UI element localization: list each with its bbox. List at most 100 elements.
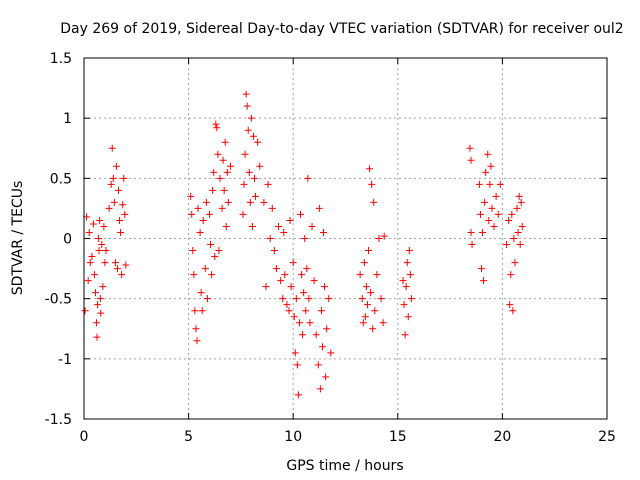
data-point (401, 331, 409, 339)
data-point (400, 301, 408, 309)
data-point (467, 156, 475, 164)
data-point (320, 228, 328, 236)
data-point (287, 283, 295, 291)
data-point (505, 216, 513, 224)
data-point (467, 228, 475, 236)
data-point (482, 168, 490, 176)
data-point (366, 165, 374, 173)
data-point (211, 253, 219, 261)
data-point (487, 162, 495, 170)
data-point (256, 162, 264, 170)
data-point (358, 295, 366, 303)
x-tick-label: 5 (184, 429, 193, 445)
data-point (90, 271, 98, 279)
data-point (191, 307, 199, 315)
data-point (208, 271, 216, 279)
data-point (88, 253, 96, 261)
data-point (249, 132, 257, 140)
data-point (223, 168, 231, 176)
data-point (375, 235, 383, 242)
data-point (268, 204, 276, 212)
data-point (201, 265, 209, 273)
data-point (89, 220, 97, 228)
data-point (279, 295, 287, 303)
data-point (112, 162, 120, 170)
data-point (260, 198, 268, 206)
data-point (485, 216, 493, 224)
data-point (480, 277, 488, 285)
data-points (81, 90, 526, 399)
data-point (96, 295, 104, 303)
y-tick-label: 1.5 (50, 51, 72, 67)
data-point (212, 120, 220, 128)
data-point (224, 198, 232, 206)
data-point (509, 307, 517, 315)
data-point (242, 90, 250, 98)
data-point (216, 174, 224, 182)
data-point (373, 271, 381, 279)
x-tick-label: 20 (493, 429, 511, 445)
data-point (95, 235, 103, 242)
data-point (362, 283, 370, 291)
data-point (322, 373, 330, 381)
data-point (517, 198, 525, 206)
data-point (111, 259, 119, 267)
y-axis-label: SDTVAR / TECUs (10, 181, 26, 296)
data-point (286, 216, 294, 224)
y-tick-label: -0.5 (45, 292, 72, 308)
data-point (317, 307, 325, 315)
data-point (475, 180, 483, 188)
data-point (117, 228, 125, 236)
data-point (515, 192, 523, 200)
data-point (316, 385, 324, 393)
data-point (511, 259, 519, 267)
data-point (367, 289, 375, 297)
data-point (356, 271, 364, 279)
data-point (325, 295, 333, 303)
data-point (406, 271, 414, 279)
data-point (371, 307, 379, 315)
data-point (198, 307, 206, 315)
data-point (218, 204, 226, 212)
data-point (210, 168, 218, 176)
data-point (240, 180, 248, 188)
data-point (300, 289, 308, 297)
data-point (254, 138, 262, 146)
data-point (314, 361, 322, 369)
data-point (377, 295, 385, 303)
data-point (248, 222, 256, 230)
data-point (359, 319, 367, 327)
data-point (298, 271, 306, 279)
data-point (118, 271, 126, 279)
data-point (506, 301, 514, 309)
data-point (81, 307, 89, 315)
x-axis-label: GPS time / hours (286, 458, 403, 474)
data-point (190, 271, 198, 279)
data-point (297, 210, 305, 218)
data-point (507, 271, 515, 279)
data-point (262, 283, 270, 291)
data-point (202, 198, 210, 206)
grid (84, 58, 607, 419)
data-point (301, 235, 309, 242)
data-point (379, 319, 387, 327)
data-point (310, 277, 318, 285)
plot-frame (83, 57, 608, 420)
data-point (219, 156, 227, 164)
data-point (245, 168, 253, 176)
data-point (361, 313, 369, 321)
data-point (199, 216, 207, 224)
data-point (85, 228, 93, 236)
data-point (100, 222, 108, 230)
data-point (490, 222, 498, 230)
data-point (194, 204, 202, 212)
y-tick-label: 0.5 (50, 171, 72, 187)
data-point (294, 391, 302, 399)
data-point (193, 337, 201, 345)
data-point (315, 204, 323, 212)
data-point (496, 180, 504, 188)
data-point (293, 361, 301, 369)
data-point (250, 174, 258, 182)
y-tick-label: -1 (58, 352, 72, 368)
